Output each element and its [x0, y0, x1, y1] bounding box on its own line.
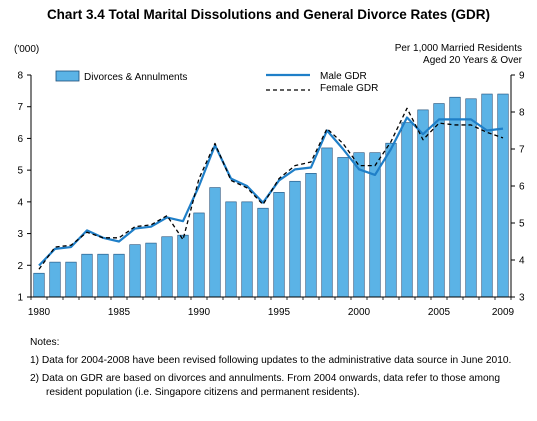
- x-tick-label: 1995: [268, 307, 291, 318]
- legend: Divorces & Annulments Male GDR Female GD…: [55, 70, 378, 94]
- bar: [289, 180, 301, 298]
- bar: [433, 103, 445, 298]
- bar: [65, 261, 77, 298]
- legend-female-label: Female GDR: [320, 83, 378, 94]
- right-tick-label: 5: [519, 219, 525, 230]
- bar: [449, 96, 461, 298]
- left-tick-label: 8: [17, 71, 23, 82]
- note-1: 1) Data for 2004-2008 have been revised …: [30, 355, 512, 367]
- bar-series: [33, 93, 509, 298]
- x-tick-label: 1990: [188, 307, 211, 318]
- left-tick-label: 4: [17, 197, 23, 208]
- bar: [353, 152, 365, 298]
- bar: [81, 253, 93, 298]
- left-tick-label: 1: [17, 293, 23, 304]
- bar: [273, 192, 285, 298]
- bar: [177, 234, 189, 298]
- bar: [481, 93, 493, 298]
- notes: Notes: 1) Data for 2004-2008 have been r…: [30, 336, 520, 404]
- bar: [321, 147, 333, 298]
- bar: [337, 157, 349, 298]
- axes: 1 2 3 4 5 6 7 8 3 4 5 6 7 8 9 1980 1985 1990 1995 2000 2005 2…: [17, 71, 525, 319]
- bar: [417, 109, 429, 298]
- bar: [305, 173, 317, 298]
- bar: [497, 93, 509, 298]
- bar: [49, 261, 61, 298]
- bar: [97, 253, 109, 298]
- line-series: [38, 107, 504, 270]
- right-tick-label: 9: [519, 71, 525, 82]
- bar: [145, 242, 157, 298]
- right-tick-label: 3: [519, 293, 525, 304]
- bar: [241, 201, 253, 298]
- x-tick-label: 2005: [428, 307, 451, 318]
- legend-male-label: Male GDR: [320, 71, 367, 82]
- left-tick-label: 3: [17, 229, 23, 240]
- x-tick-label: 2009: [492, 307, 515, 318]
- female-gdr-line: [38, 107, 504, 270]
- note-2: 2) Data on GDR are based on divorces and…: [30, 373, 501, 398]
- right-tick-label: 4: [519, 256, 525, 267]
- legend-bar-swatch: [55, 70, 80, 82]
- chart-title: Chart 3.4 Total Marital Dissolutions and…: [46, 7, 491, 22]
- bar: [113, 253, 125, 298]
- bar: [225, 201, 237, 298]
- right-tick-label: 7: [519, 145, 525, 156]
- x-tick-label: 1980: [28, 307, 51, 318]
- left-tick-label: 6: [17, 134, 23, 145]
- bar: [209, 187, 221, 298]
- bar: [385, 142, 397, 298]
- legend-bar-label: Divorces & Annulments: [84, 72, 187, 83]
- left-tick-label: 7: [17, 102, 23, 113]
- x-tick-label: 2000: [348, 307, 371, 318]
- right-axis-caption-line1: Per 1,000 Married Residents: [395, 43, 522, 54]
- bar: [401, 122, 413, 298]
- left-tick-label: 5: [17, 166, 23, 177]
- bar: [465, 98, 477, 298]
- notes-header: Notes:: [30, 337, 60, 348]
- bar: [33, 272, 45, 298]
- bar: [129, 244, 141, 298]
- bar: [257, 207, 269, 298]
- left-axis-unit: ('000): [14, 44, 39, 55]
- x-tick-label: 1985: [108, 307, 131, 318]
- right-axis-caption-line2: Aged 20 Years & Over: [423, 55, 523, 66]
- male-gdr-line: [38, 116, 504, 267]
- left-tick-label: 2: [17, 261, 23, 272]
- right-tick-label: 6: [519, 182, 525, 193]
- right-tick-label: 8: [519, 108, 525, 119]
- bar: [193, 212, 205, 298]
- bar: [161, 236, 173, 298]
